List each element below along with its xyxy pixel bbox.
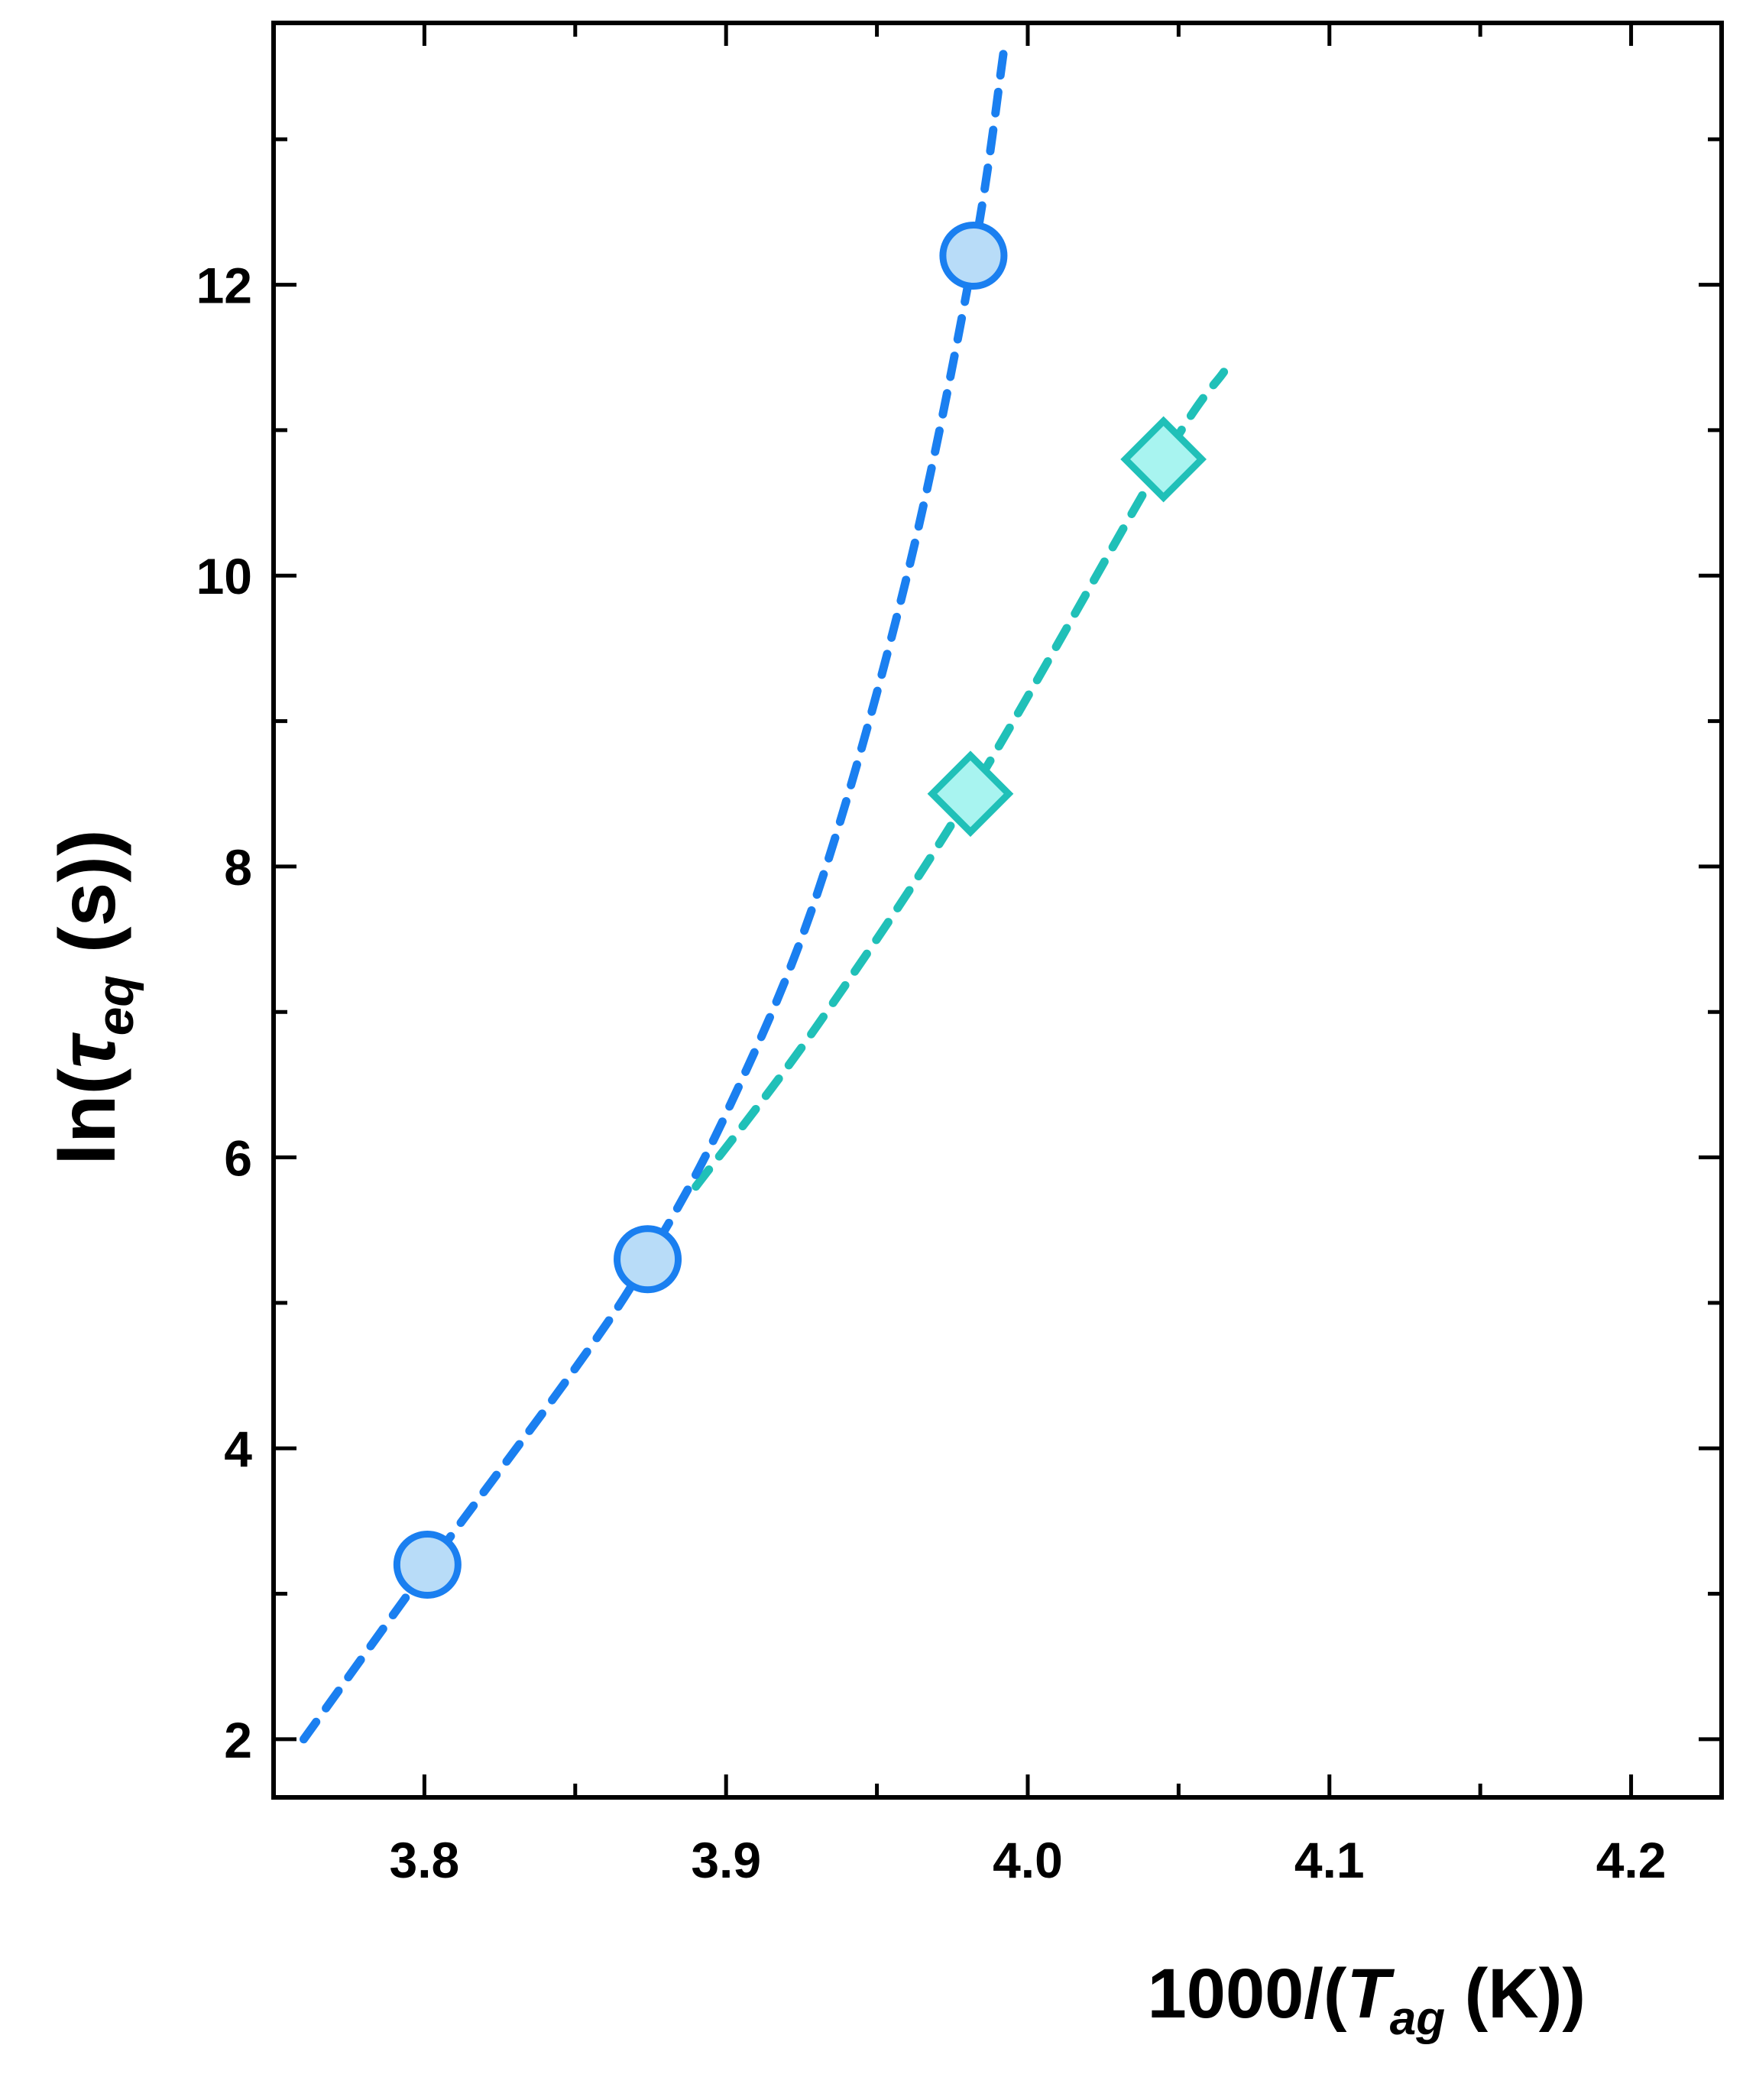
y-tick-label: 12 [196,258,252,314]
data-point [939,222,1008,290]
y-tick-label: 6 [224,1130,252,1187]
x-axis-title: 1000/(Tag (K)) [1148,1955,1586,2045]
y-tick-label: 2 [224,1712,252,1768]
plot-frame [271,21,1724,1800]
x-tick-label: 3.8 [390,1832,460,1888]
y-tick-label: 10 [196,548,252,604]
x-tick-label: 4.0 [993,1832,1063,1888]
data-point [927,750,1014,838]
fit-line [299,47,1008,1744]
data-markers [393,222,1207,1599]
x-tick-label: 4.2 [1596,1832,1667,1888]
y-tick-label: 8 [224,839,252,896]
y-axis-title: ln(τeq (s)) [44,829,144,1165]
y-tick-label: 4 [224,1421,252,1477]
tick-labels: 3.8 3.9 4.0 4.1 4.2 2 4 6 8 10 12 [196,258,1667,1888]
axis-ticks [271,23,1722,1797]
x-tick-label: 3.9 [691,1832,761,1888]
data-point [614,1225,682,1294]
data-point [1120,416,1207,503]
fit-lines [299,47,1229,1744]
x-tick-label: 4.1 [1294,1832,1365,1888]
data-point [393,1530,462,1599]
